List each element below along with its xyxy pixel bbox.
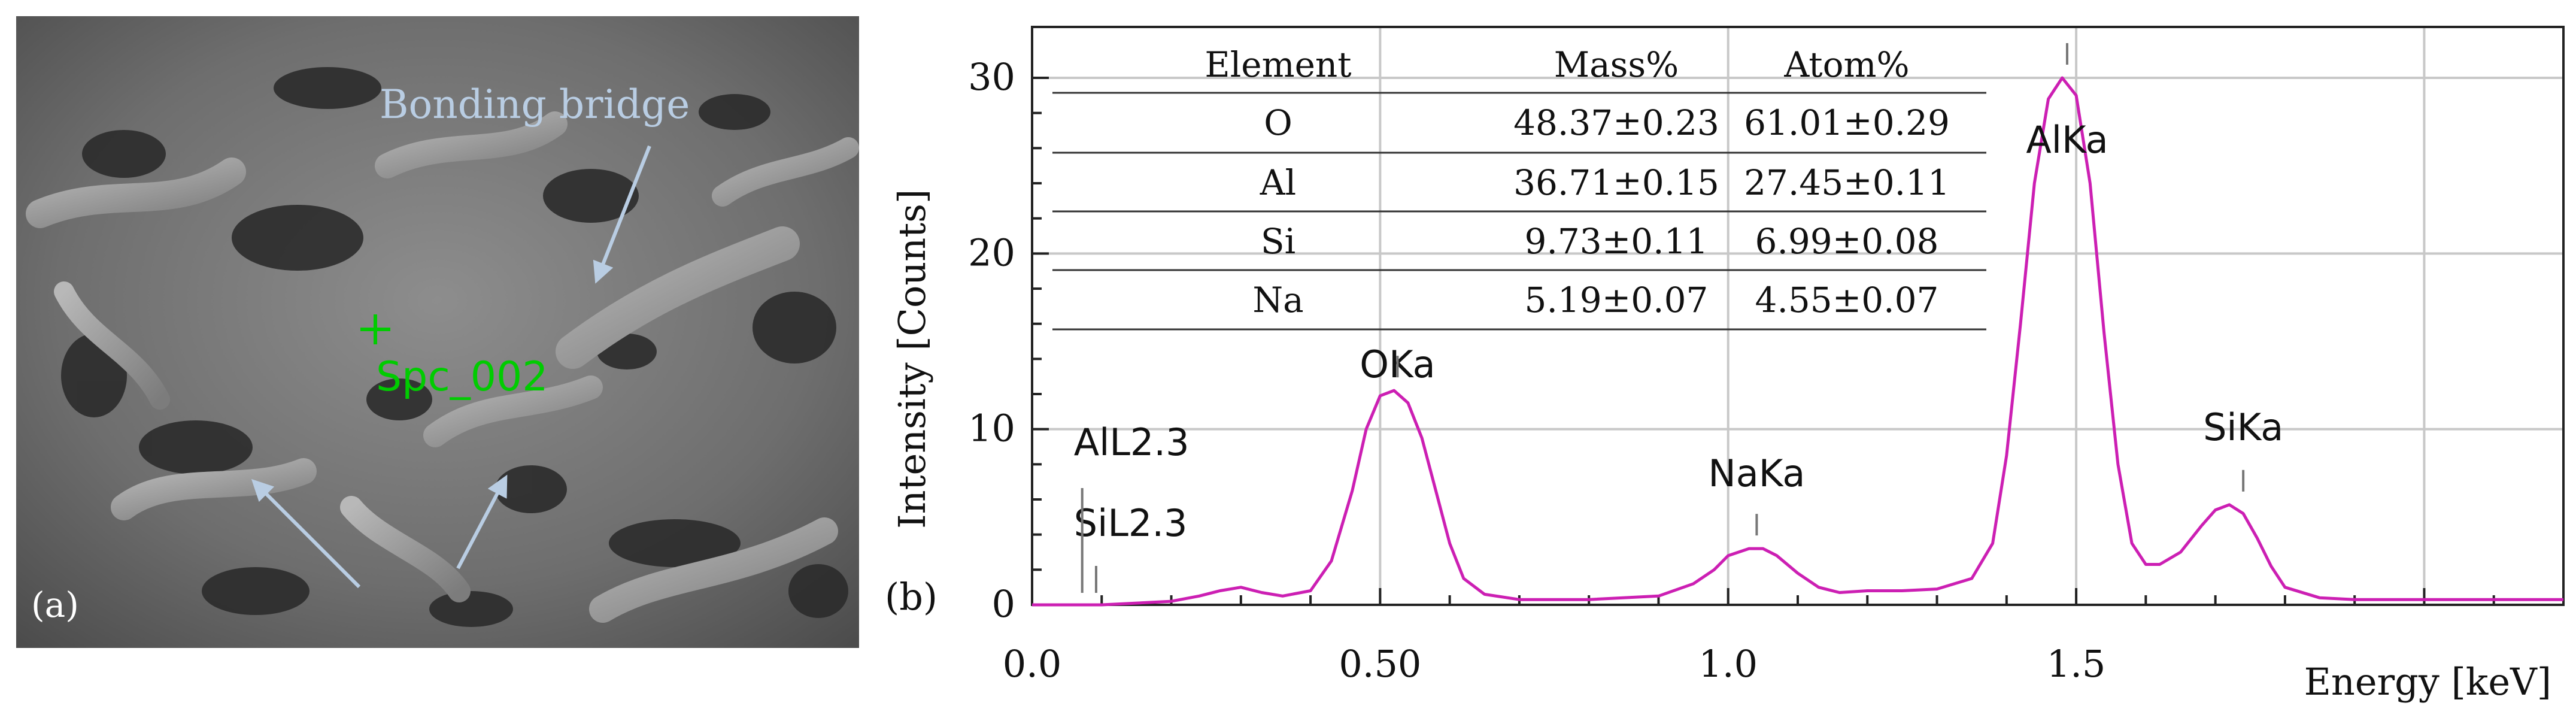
table-cell-0-0: O [1264, 102, 1292, 143]
table-cell-3-1: 5.19±0.07 [1525, 280, 1709, 320]
table-cell-2-2: 6.99±0.08 [1755, 221, 1939, 262]
y-axis-title: Intensity [Counts] [890, 189, 934, 529]
peak-label-alka: AlKa [2026, 118, 2108, 162]
peak-label-naka: NaKa [1708, 452, 1805, 495]
x-tick-label-0: 0.0 [1003, 642, 1062, 686]
chart-grid [1032, 27, 2563, 605]
series-line-0 [1032, 76, 2563, 607]
table-cell-0-2: 61.01±0.29 [1744, 102, 1950, 143]
y-tick-label-3: 30 [968, 55, 1015, 99]
spectrum-marker-label: Spc_002 [376, 353, 548, 401]
y-tick-label-1: 10 [968, 407, 1015, 450]
bonding-bridge-arrow [593, 145, 651, 284]
table-cell-3-0: Na [1252, 280, 1303, 320]
spectrum-crosshair [360, 314, 390, 344]
table-cell-3-2: 4.55±0.07 [1755, 280, 1939, 320]
x-tick-label-1: 0.50 [1339, 642, 1421, 686]
table-cell-1-1: 36.71±0.15 [1513, 162, 1719, 203]
table-cell-1-2: 27.45±0.11 [1744, 162, 1950, 203]
x-axis-title: Energy [keV] [2304, 660, 2551, 704]
composition-table: Element Mass% Atom% O 48.37±0.23 61.01±0.29 Al… [1052, 44, 1986, 331]
y-tick-label-2: 20 [968, 231, 1015, 274]
chart-series [1032, 76, 2563, 607]
peak-label-sil23: SiL2.3 [1074, 501, 1188, 545]
table-cell-1-0: Al [1260, 162, 1296, 203]
peak-label-all23: AlL2.3 [1074, 420, 1190, 464]
table-cell-2-0: Si [1261, 221, 1295, 262]
table-cell-2-1: 9.73±0.11 [1525, 221, 1709, 262]
sem-pores [61, 67, 848, 627]
bonding-bridge-label: Bonding bridge [380, 81, 690, 128]
table-cell-0-1: 48.37±0.23 [1513, 102, 1719, 143]
panel-b-label: (b) [885, 575, 937, 619]
sem-grains [26, 111, 859, 623]
sem-image-panel: Bonding bridge Spc_002 (a) [16, 16, 859, 648]
left-bridge-arrow [251, 478, 361, 589]
panel-a-label: (a) [31, 584, 79, 625]
table-header-0: Element [1204, 44, 1351, 85]
table-header-2: Atom% [1783, 44, 1909, 85]
right-bridge-arrow [456, 474, 508, 570]
x-tick-label-3: 1.5 [2047, 642, 2106, 686]
y-tick-label-0: 0 [992, 582, 1015, 626]
peak-label-sika: SiKa [2203, 405, 2283, 449]
table-header-1: Mass% [1554, 44, 1679, 85]
x-tick-label-2: 1.0 [1698, 642, 1758, 686]
chart-axes: 0 10 20 30 0.0 0.50 1.0 1.5 Intensity [Counts] En… [885, 26, 2565, 704]
